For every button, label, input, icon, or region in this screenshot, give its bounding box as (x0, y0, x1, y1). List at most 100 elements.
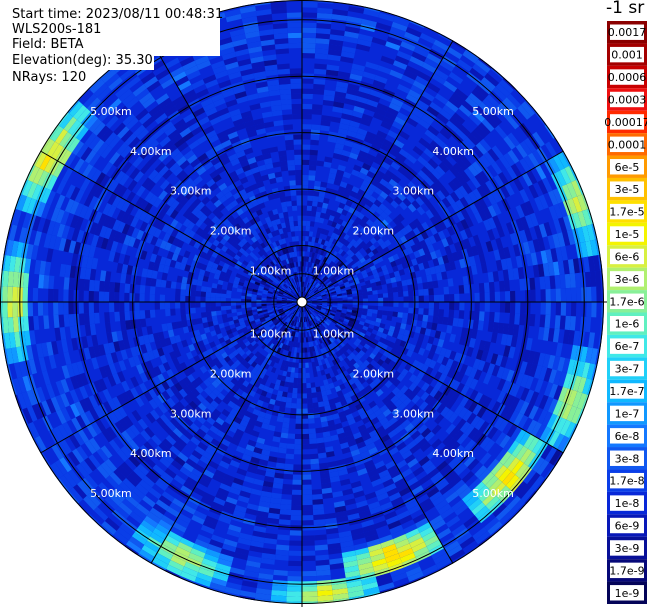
range-gate-cell (458, 407, 469, 419)
range-gate-cell (367, 308, 373, 314)
range-gate-cell (407, 284, 414, 291)
range-gate-cell (349, 260, 356, 267)
range-gate-cell (83, 397, 94, 411)
range-gate-cell (122, 478, 136, 491)
range-gate-cell (263, 363, 270, 370)
range-gate-cell (451, 202, 461, 214)
range-gate-cell (200, 496, 214, 507)
range-gate-cell (367, 290, 373, 296)
range-gate-cell (519, 431, 531, 446)
range-gate-cell (327, 54, 341, 62)
range-gate-cell (226, 366, 234, 374)
range-gate-cell (322, 431, 331, 438)
range-gate-cell (79, 372, 89, 386)
range-gate-cell (63, 289, 69, 302)
range-gate-cell (349, 444, 359, 452)
range-gate-cell (412, 466, 425, 477)
range-gate-cell (281, 332, 286, 339)
range-gate-cell (196, 393, 206, 403)
range-gate-cell (118, 360, 127, 372)
range-gate-cell (286, 371, 291, 378)
range-gate-cell (570, 287, 577, 302)
range-gate-cell (197, 402, 207, 412)
range-gate-cell (351, 254, 358, 261)
range-gate-cell (216, 310, 222, 316)
range-gate-cell (337, 468, 349, 476)
range-gate-cell (459, 229, 469, 241)
range-gate-cell (336, 515, 349, 523)
range-gate-cell (474, 505, 489, 520)
range-gate-cell (302, 591, 318, 597)
range-gate-cell (350, 449, 361, 457)
range-gate-cell (314, 216, 320, 223)
range-gate-cell (139, 310, 146, 319)
range-gate-cell (330, 309, 337, 313)
range-gate-cell (484, 73, 500, 87)
range-gate-cell (567, 389, 578, 406)
range-gate-cell (502, 471, 516, 486)
range-gate-cell (343, 357, 350, 364)
range-gate-cell (172, 521, 187, 533)
range-gate-cell (101, 429, 113, 443)
range-gate-cell (429, 140, 442, 151)
range-gate-cell (223, 433, 233, 443)
range-gate-cell (240, 335, 247, 341)
range-gate-cell (320, 310, 326, 314)
range-gate-cell (302, 367, 306, 374)
range-gate-cell (468, 401, 478, 413)
range-gate-cell (302, 149, 310, 155)
range-gate-cell (247, 555, 262, 563)
range-gate-cell (67, 469, 81, 485)
range-gate-cell (302, 291, 305, 298)
range-gate-cell (505, 257, 513, 270)
range-gate-cell (209, 582, 226, 592)
range-gate-cell (119, 311, 126, 322)
range-gate-cell (287, 433, 296, 439)
range-gate-cell (246, 560, 261, 568)
range-gate-cell (209, 412, 219, 422)
range-gate-cell (449, 302, 455, 310)
range-gate-cell (530, 475, 545, 491)
range-gate-cell (377, 358, 385, 366)
range-gate-cell (200, 312, 207, 318)
range-gate-cell (309, 251, 313, 258)
range-gate-cell (386, 391, 396, 401)
range-gate-cell (216, 332, 224, 340)
range-gate-cell (169, 417, 180, 428)
range-gate-cell (302, 575, 317, 582)
range-gate-cell (305, 321, 308, 328)
range-gate-cell (275, 462, 286, 469)
range-gate-cell (300, 307, 302, 313)
range-gate-cell (352, 355, 360, 363)
range-gate-cell (311, 488, 323, 495)
range-gate-cell (84, 457, 97, 472)
range-gate-cell (342, 278, 349, 284)
range-gate-cell (222, 377, 231, 386)
range-gate-cell (129, 283, 136, 294)
range-gate-cell (225, 338, 232, 346)
range-gate-cell (342, 299, 348, 302)
range-gate-cell (47, 288, 54, 302)
range-gate-cell (506, 423, 518, 438)
range-gate-cell (349, 152, 359, 160)
range-gate-cell (421, 62, 437, 74)
range-gate-cell (420, 364, 429, 374)
range-gate-cell (100, 461, 114, 476)
range-gate-cell (111, 396, 122, 409)
range-gate-cell (78, 302, 84, 314)
range-gate-cell (197, 340, 205, 348)
range-gate-cell (207, 543, 222, 554)
range-gate-cell (146, 511, 161, 524)
range-gate-cell (344, 31, 360, 39)
range-gate-cell (118, 502, 133, 516)
range-gate-cell (211, 287, 217, 293)
range-gate-cell (376, 313, 383, 319)
range-gate-cell (404, 254, 412, 262)
range-gate-cell (302, 373, 306, 379)
range-gate-cell (357, 90, 370, 100)
range-gate-cell (314, 317, 319, 322)
range-gate-cell (216, 429, 226, 439)
range-gate-cell (154, 445, 167, 457)
range-gate-cell (289, 330, 293, 336)
range-gate-cell (566, 359, 576, 375)
